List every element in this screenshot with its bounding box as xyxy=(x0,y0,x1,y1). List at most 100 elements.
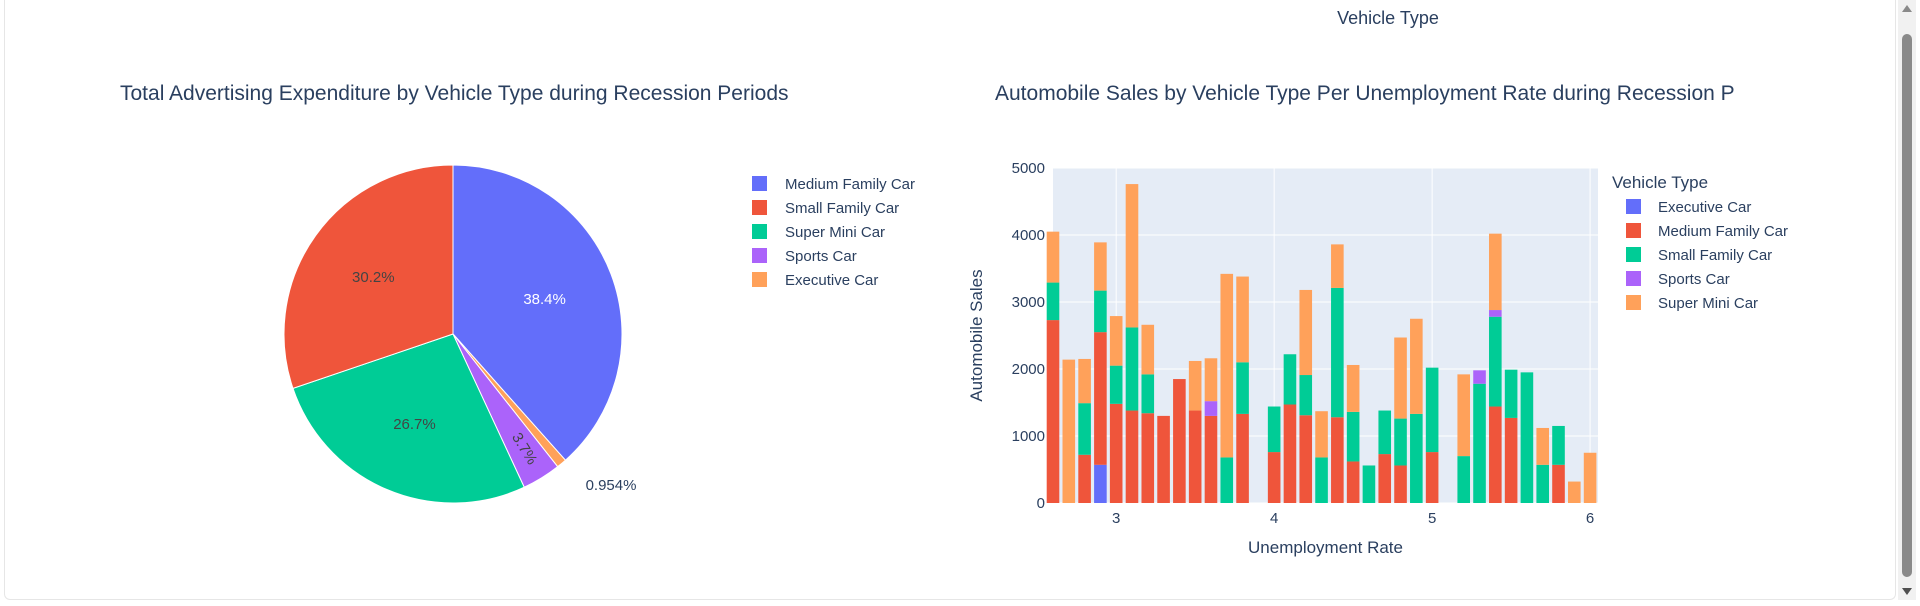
legend-label: Small Family Car xyxy=(1658,247,1772,264)
bar-segment-medium-family-car[interactable] xyxy=(1489,406,1502,503)
bar-segment-small-family-car[interactable] xyxy=(1410,413,1423,503)
bar-segment-super-mini-car[interactable] xyxy=(1188,360,1202,411)
bar-segment-super-mini-car[interactable] xyxy=(1536,427,1550,465)
bar-segment-super-mini-car[interactable] xyxy=(1094,242,1107,291)
bar-segment-super-mini-car[interactable] xyxy=(1331,244,1344,288)
bar-segment-executive-car[interactable] xyxy=(1094,464,1107,503)
bar-segment-small-family-car[interactable] xyxy=(1520,372,1534,503)
bar-segment-small-family-car[interactable] xyxy=(1425,367,1439,453)
bar-segment-super-mini-car[interactable] xyxy=(1583,452,1597,503)
pie-slice-super-mini-car[interactable] xyxy=(292,333,525,504)
pie-legend[interactable]: Medium Family Car Small Family Car Super M… xyxy=(752,176,915,289)
bar-segment-small-family-car[interactable] xyxy=(1331,287,1344,418)
bar-segment-small-family-car[interactable] xyxy=(1504,369,1518,418)
bar-segment-medium-family-car[interactable] xyxy=(1552,464,1565,503)
pie-legend-item[interactable]: Sports Car xyxy=(752,248,857,265)
bar-segment-medium-family-car[interactable] xyxy=(1331,417,1344,503)
bar-segment-super-mini-car[interactable] xyxy=(1410,318,1423,414)
bar-segment-super-mini-car[interactable] xyxy=(1078,358,1091,404)
bar-legend-item[interactable]: Super Mini Car xyxy=(1626,295,1758,312)
bar-legend-item[interactable]: Small Family Car xyxy=(1626,247,1772,264)
bar-segment-sports-car[interactable] xyxy=(1489,310,1502,317)
bar-segment-small-family-car[interactable] xyxy=(1315,457,1328,503)
pie-label-executive-car: 0.954% xyxy=(586,477,637,494)
bar-segment-super-mini-car[interactable] xyxy=(1394,337,1407,419)
bar-segment-small-family-car[interactable] xyxy=(1094,290,1107,333)
legend-label: Small Family Car xyxy=(785,200,899,217)
bar-segment-small-family-car[interactable] xyxy=(1536,464,1550,503)
bar-segment-small-family-car[interactable] xyxy=(1078,403,1091,455)
bar-legend-item[interactable]: Executive Car xyxy=(1626,199,1751,216)
bar-segment-small-family-car[interactable] xyxy=(1267,406,1281,453)
bar-segment-medium-family-car[interactable] xyxy=(1504,417,1518,503)
bar-segment-super-mini-car[interactable] xyxy=(1062,359,1076,503)
bar-segment-super-mini-car[interactable] xyxy=(1346,364,1360,412)
bar-segment-medium-family-car[interactable] xyxy=(1346,461,1360,503)
bar-segment-super-mini-car[interactable] xyxy=(1220,273,1234,458)
bar-segment-medium-family-car[interactable] xyxy=(1267,452,1281,503)
bar-segment-small-family-car[interactable] xyxy=(1046,282,1060,321)
bar-segment-super-mini-car[interactable] xyxy=(1299,289,1313,376)
bar-segment-medium-family-car[interactable] xyxy=(1094,332,1107,465)
bar-segment-small-family-car[interactable] xyxy=(1346,411,1360,462)
pie-slices xyxy=(283,164,623,504)
bar-legend-item[interactable]: Sports Car xyxy=(1626,271,1730,288)
bar-segment-small-family-car[interactable] xyxy=(1299,375,1313,416)
bar-segment-small-family-car[interactable] xyxy=(1378,410,1392,455)
scroll-thumb[interactable] xyxy=(1902,34,1912,577)
bar-segment-small-family-car[interactable] xyxy=(1141,374,1155,414)
bar-segment-super-mini-car[interactable] xyxy=(1204,358,1218,402)
bar-segment-medium-family-car[interactable] xyxy=(1188,410,1202,503)
bar-segment-small-family-car[interactable] xyxy=(1552,425,1565,465)
bar-segment-medium-family-car[interactable] xyxy=(1141,413,1155,503)
bar-segment-small-family-car[interactable] xyxy=(1283,354,1297,405)
bar-segment-medium-family-car[interactable] xyxy=(1046,320,1060,503)
bar-segment-medium-family-car[interactable] xyxy=(1125,410,1139,503)
bar-segment-medium-family-car[interactable] xyxy=(1299,415,1313,503)
scroll-down-arrow-icon[interactable] xyxy=(1902,588,1912,595)
pie-legend-item[interactable]: Super Mini Car xyxy=(752,224,885,241)
pie-slice-medium-family-car[interactable] xyxy=(452,164,623,461)
bar-segment-super-mini-car[interactable] xyxy=(1046,231,1060,283)
pie-legend-item[interactable]: Executive Car xyxy=(752,272,878,289)
pie-legend-item[interactable]: Medium Family Car xyxy=(752,176,915,193)
legend-label: Medium Family Car xyxy=(1658,223,1788,240)
bar-segment-sports-car[interactable] xyxy=(1204,401,1218,416)
bar-legend-item[interactable]: Medium Family Car xyxy=(1626,223,1788,240)
x-tick-label: 4 xyxy=(1270,510,1278,527)
bar-segment-medium-family-car[interactable] xyxy=(1109,403,1123,503)
y-tick-label: 2000 xyxy=(1012,361,1045,378)
bar-segment-small-family-car[interactable] xyxy=(1457,456,1471,503)
bar-segment-super-mini-car[interactable] xyxy=(1568,481,1581,503)
bar-segment-small-family-car[interactable] xyxy=(1125,327,1139,411)
bar-segment-super-mini-car[interactable] xyxy=(1236,276,1249,363)
bar-legend[interactable]: Vehicle Type Executive Car Medium Family C… xyxy=(1612,173,1788,312)
bar-segment-super-mini-car[interactable] xyxy=(1457,374,1471,457)
bar-segment-medium-family-car[interactable] xyxy=(1236,413,1249,503)
bar-segment-small-family-car[interactable] xyxy=(1473,383,1486,503)
vertical-scrollbar[interactable] xyxy=(1898,0,1916,600)
bar-segment-small-family-car[interactable] xyxy=(1362,465,1376,503)
bar-segment-super-mini-car[interactable] xyxy=(1315,411,1328,458)
bar-segment-medium-family-car[interactable] xyxy=(1173,379,1186,503)
pie-legend-item[interactable]: Small Family Car xyxy=(752,200,899,217)
bar-segment-small-family-car[interactable] xyxy=(1489,316,1502,407)
bar-segment-super-mini-car[interactable] xyxy=(1489,233,1502,311)
bar-segment-sports-car[interactable] xyxy=(1473,370,1486,384)
bar-segment-small-family-car[interactable] xyxy=(1394,418,1407,466)
pie-slice-small-family-car[interactable] xyxy=(283,164,454,390)
bar-segment-medium-family-car[interactable] xyxy=(1394,465,1407,503)
bar-segment-medium-family-car[interactable] xyxy=(1425,452,1439,503)
bar-segment-small-family-car[interactable] xyxy=(1220,457,1234,503)
bar-segment-super-mini-car[interactable] xyxy=(1125,184,1139,328)
bar-segment-small-family-car[interactable] xyxy=(1236,362,1249,414)
scroll-up-arrow-icon[interactable] xyxy=(1902,5,1912,12)
bar-segment-medium-family-car[interactable] xyxy=(1283,404,1297,503)
bar-segment-super-mini-car[interactable] xyxy=(1109,316,1123,366)
bar-segment-medium-family-car[interactable] xyxy=(1078,454,1091,503)
bar-segment-medium-family-car[interactable] xyxy=(1157,415,1170,503)
bar-segment-super-mini-car[interactable] xyxy=(1141,324,1155,375)
bar-segment-medium-family-car[interactable] xyxy=(1204,415,1218,503)
bar-segment-small-family-car[interactable] xyxy=(1109,365,1123,404)
bar-segment-medium-family-car[interactable] xyxy=(1378,454,1392,503)
